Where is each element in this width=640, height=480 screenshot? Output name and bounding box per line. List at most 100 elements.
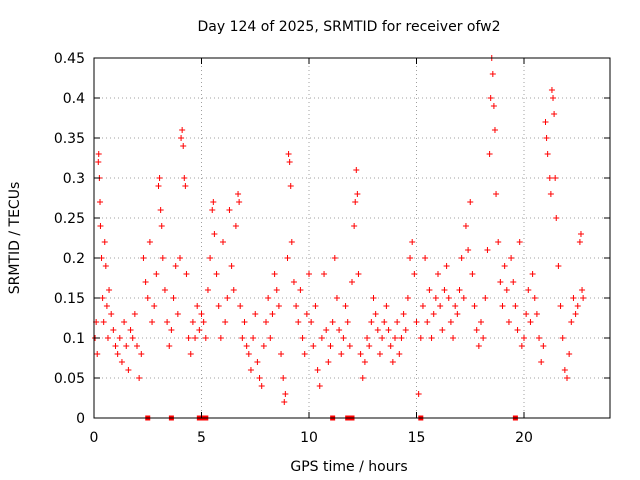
data-point: [189, 319, 196, 325]
data-point: [564, 375, 570, 381]
data-point: [136, 375, 143, 381]
data-point: [161, 287, 168, 293]
data-point: [376, 351, 383, 357]
data-point: [521, 335, 527, 341]
data-point: [288, 239, 295, 245]
data-point: [426, 287, 433, 293]
data-point: [577, 231, 584, 237]
data-point: [419, 303, 426, 309]
data-point: [424, 319, 431, 325]
data-point: [198, 311, 205, 317]
data-point: [570, 295, 577, 301]
data-point: [503, 287, 510, 293]
data-point: [487, 95, 494, 101]
data-point: [454, 311, 461, 317]
x-tick-label: 10: [300, 430, 318, 446]
data-point: [182, 183, 189, 189]
data-point: [383, 303, 390, 309]
data-point: [344, 319, 351, 325]
data-point: [533, 311, 540, 317]
data-point: [372, 311, 379, 317]
data-point: [118, 359, 125, 365]
data-point: [155, 183, 162, 189]
data-point: [228, 263, 235, 269]
data-point: [204, 287, 211, 293]
data-point: [493, 191, 500, 197]
data-point: [108, 311, 115, 317]
data-point: [308, 319, 315, 325]
data-point: [112, 343, 119, 349]
x-tick-label: 0: [90, 430, 99, 446]
data-point: [210, 199, 217, 205]
data-point: [164, 319, 171, 325]
data-point: [336, 327, 343, 333]
data-point: [241, 319, 248, 325]
data-point: [230, 287, 237, 293]
data-point: [156, 175, 163, 181]
data-point: [551, 111, 558, 117]
data-point: [106, 287, 113, 293]
data-point: [151, 303, 158, 309]
data-point: [387, 343, 394, 349]
data-point: [458, 255, 465, 261]
data-point: [462, 223, 469, 229]
data-point: [215, 303, 222, 309]
data-point: [394, 319, 401, 325]
data-point: [269, 311, 276, 317]
data-point: [327, 343, 334, 349]
data-point: [548, 87, 555, 93]
data-point: [245, 351, 252, 357]
data-point: [518, 343, 525, 349]
data-point: [417, 335, 424, 341]
data-point: [572, 311, 579, 317]
plot-frame: [93, 57, 611, 419]
data-point: [295, 319, 302, 325]
grid: [94, 58, 610, 418]
data-point: [497, 279, 504, 285]
data-point: [226, 207, 233, 213]
data-point: [170, 295, 177, 301]
data-point: [370, 295, 377, 301]
data-point: [357, 351, 364, 357]
data-point: [280, 375, 287, 381]
data-point: [252, 311, 259, 317]
data-point: [116, 335, 123, 341]
data-point: [213, 271, 220, 277]
x-tick-label: 5: [197, 430, 206, 446]
data-point: [236, 199, 243, 205]
data-point: [523, 311, 530, 317]
data-point: [389, 359, 396, 365]
data-point: [432, 295, 439, 301]
data-point: [271, 271, 278, 277]
data-point: [415, 391, 422, 397]
data-point: [134, 343, 140, 349]
data-point: [490, 103, 497, 109]
data-point: [239, 335, 246, 341]
data-point: [316, 383, 323, 389]
data-point: [478, 319, 484, 325]
data-point: [489, 71, 496, 77]
data-point: [542, 119, 549, 125]
data-point: [398, 335, 405, 341]
data-point: [97, 223, 104, 229]
data-point: [557, 303, 564, 309]
data-point: [146, 239, 153, 245]
x-tick-label: 15: [408, 430, 426, 446]
data-point: [131, 311, 138, 317]
data-point: [450, 335, 457, 341]
data-point: [559, 335, 566, 341]
data-point: [413, 319, 420, 325]
data-point: [411, 271, 418, 277]
data-point: [267, 335, 274, 341]
data-point: [333, 295, 340, 301]
data-point: [250, 335, 257, 341]
data-point: [192, 335, 199, 341]
data-point: [285, 151, 292, 157]
y-tick-label: 0.1: [63, 331, 85, 347]
data-point: [475, 343, 482, 349]
data-point: [179, 127, 186, 133]
data-point: [166, 343, 173, 349]
data-points: [92, 55, 587, 405]
data-point: [547, 191, 554, 197]
data-point: [144, 295, 151, 301]
